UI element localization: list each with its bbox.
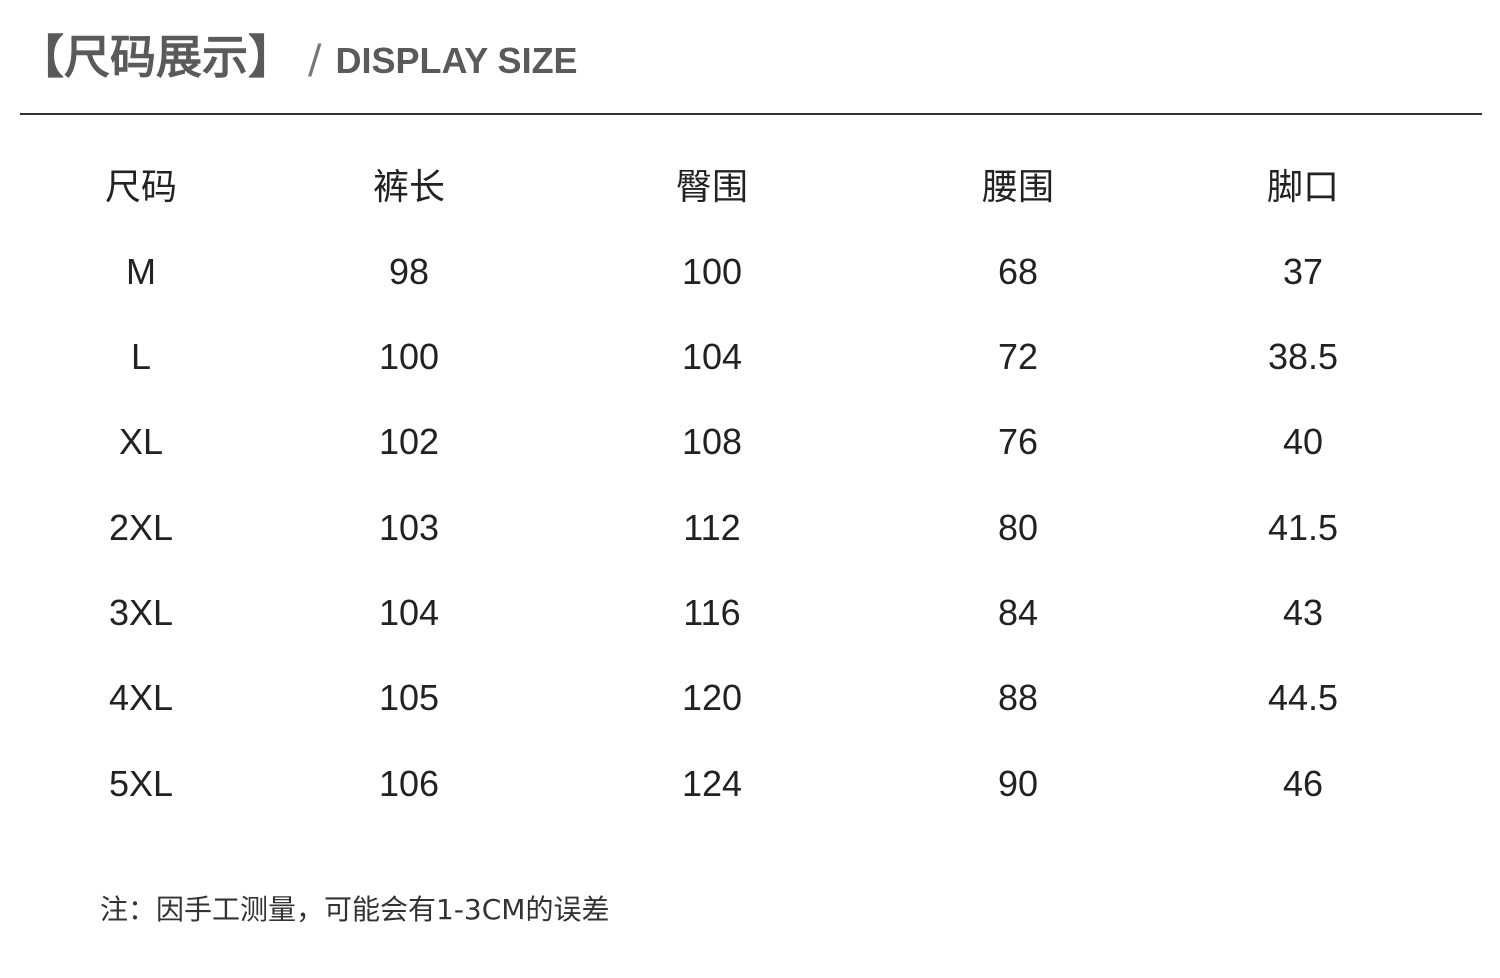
table-cell: 41.5	[1267, 507, 1339, 548]
table-cell: 103	[378, 507, 440, 548]
table-cell: 116	[683, 592, 741, 633]
table-cell: 124	[681, 763, 743, 804]
table-cell: XL	[118, 421, 164, 462]
table-cell: 46	[1282, 763, 1324, 804]
column-header: 腰围	[981, 167, 1054, 208]
page-subtitle: DISPLAY SIZE	[335, 40, 578, 81]
page-title: 【尺码展示】	[18, 30, 294, 84]
title-separator: /	[308, 37, 322, 83]
table-cell: 98	[388, 251, 430, 292]
table-cell: 84	[997, 592, 1039, 633]
table-cell: 38.5	[1267, 336, 1339, 377]
column-header: 尺码	[104, 167, 177, 208]
column-header: 臀围	[675, 167, 748, 208]
table-cell: 108	[681, 421, 743, 462]
table-cell: 44.5	[1267, 677, 1339, 718]
table-cell: 37	[1282, 251, 1324, 292]
table-cell: 4XL	[108, 677, 174, 718]
table-cell: 88	[997, 677, 1039, 718]
table-cell: 112	[683, 507, 741, 548]
table-cell: 72	[997, 336, 1039, 377]
table-cell: 100	[378, 336, 440, 377]
table-cell: 43	[1282, 592, 1324, 633]
table-cell: 106	[378, 763, 440, 804]
page-header: 【尺码展示】 / DISPLAY SIZE	[18, 24, 578, 90]
measurement-note: 注：因手工测量，可能会有1-3CM的误差	[100, 893, 610, 926]
table-cell: L	[130, 336, 152, 377]
table-cell: 76	[997, 421, 1039, 462]
table-cell: 105	[378, 677, 440, 718]
table-cell: 102	[378, 421, 440, 462]
table-cell: 40	[1282, 421, 1324, 462]
column-header: 裤长	[372, 167, 445, 208]
table-cell: 5XL	[108, 763, 174, 804]
table-cell: 104	[681, 336, 743, 377]
table-cell: 90	[997, 763, 1039, 804]
table-cell: 104	[378, 592, 440, 633]
table-cell: M	[126, 251, 156, 292]
table-cell: 120	[681, 677, 743, 718]
table-cell: 2XL	[108, 507, 174, 548]
column-header: 脚口	[1266, 167, 1339, 208]
table-cell: 3XL	[108, 592, 174, 633]
table-cell: 68	[997, 251, 1039, 292]
table-cell: 80	[997, 507, 1039, 548]
divider	[20, 113, 1482, 115]
table-cell: 100	[681, 251, 743, 292]
